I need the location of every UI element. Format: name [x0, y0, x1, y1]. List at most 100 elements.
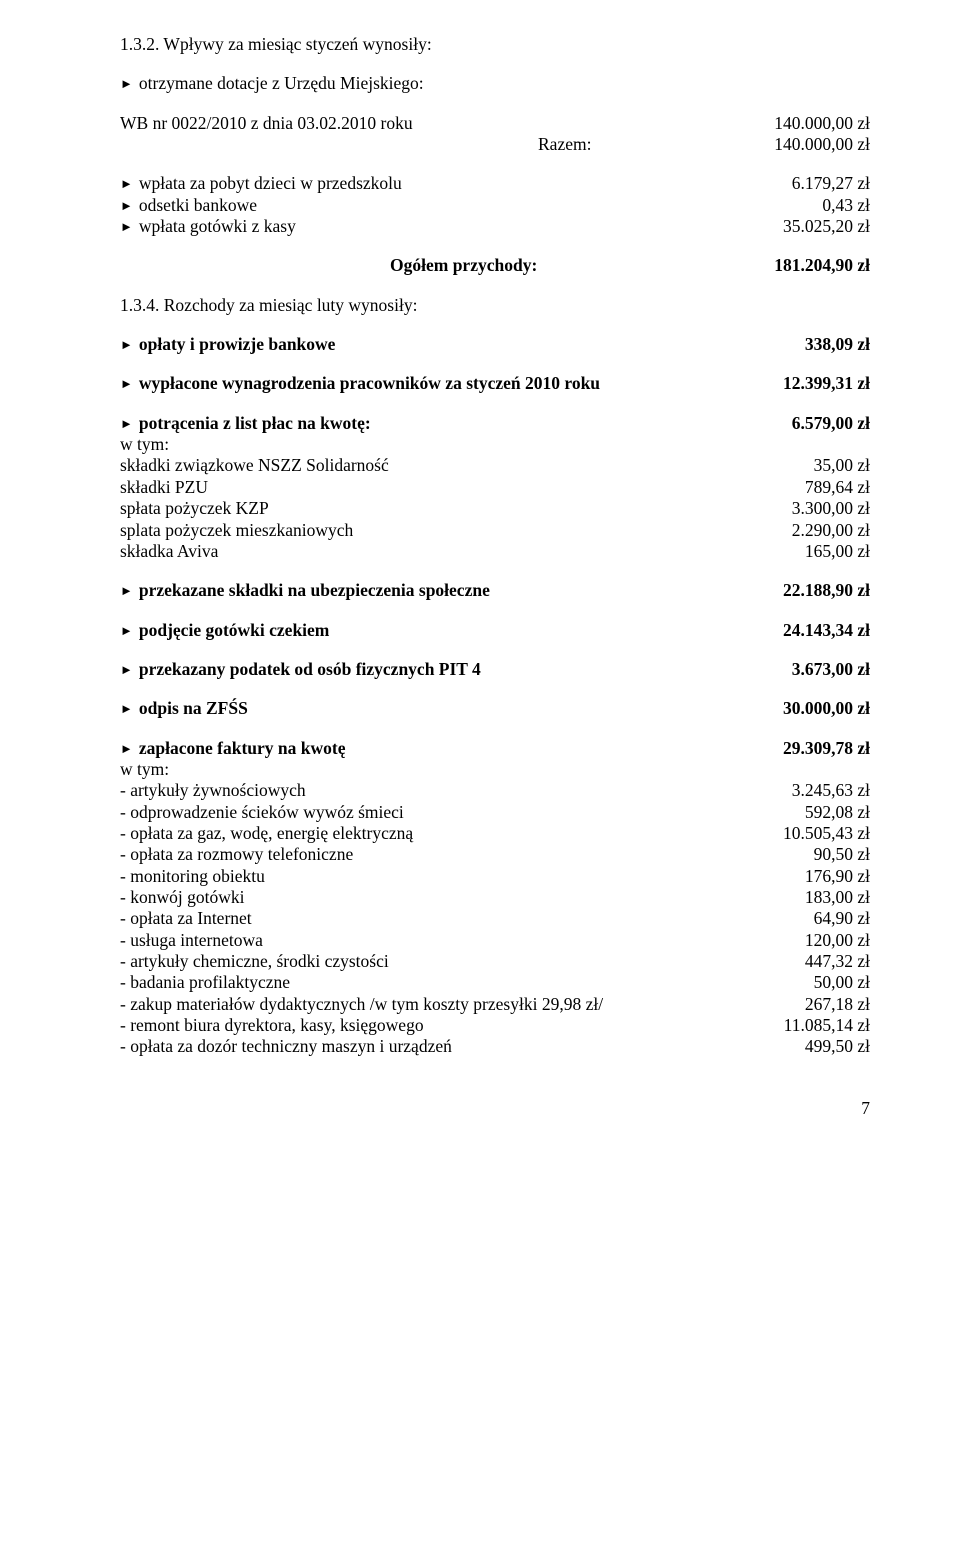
potracenia-item-label: składka Aviva	[120, 541, 750, 562]
faktury-block: zapłacone faktury na kwotę29.309,78 złw …	[120, 738, 870, 1058]
faktury-head-value: 29.309,78 zł	[750, 738, 870, 759]
faktura-item-value: 50,00 zł	[750, 972, 870, 993]
outflow-item-label: wypłacone wynagrodzenia pracowników za s…	[120, 373, 750, 394]
faktura-item-value: 176,90 zł	[750, 866, 870, 887]
dotacje-line: otrzymane dotacje z Urzędu Miejskiego:	[120, 73, 870, 94]
outflow-item-label: przekazane składki na ubezpieczenia społ…	[120, 580, 750, 601]
outflows-more-list: przekazane składki na ubezpieczenia społ…	[120, 580, 870, 737]
faktura-item-value: 90,50 zł	[750, 844, 870, 865]
faktura-item-value: 183,00 zł	[750, 887, 870, 908]
outflow-item-label: przekazany podatek od osób fizycznych PI…	[120, 659, 750, 680]
faktura-item: - opłata za gaz, wodę, energię elektrycz…	[120, 823, 870, 844]
inflow-item: wpłata za pobyt dzieci w przedszkolu6.17…	[120, 173, 870, 194]
potracenia-item-value: 165,00 zł	[750, 541, 870, 562]
faktura-item: - artykuły chemiczne, środki czystości44…	[120, 951, 870, 972]
inflow-item-label: wpłata za pobyt dzieci w przedszkolu	[120, 173, 750, 194]
potracenia-item-label: składki PZU	[120, 477, 750, 498]
faktury-head: zapłacone faktury na kwotę29.309,78 zł	[120, 738, 870, 759]
spacer	[120, 641, 870, 659]
wb-row: WB nr 0022/2010 z dnia 03.02.2010 roku 1…	[120, 113, 870, 134]
potracenia-head: potrącenia z list płac na kwotę:6.579,00…	[120, 413, 870, 434]
outflow-item-label: podjęcie gotówki czekiem	[120, 620, 750, 641]
outflow-item-value: 24.143,34 zł	[750, 620, 870, 641]
outflow-item: przekazane składki na ubezpieczenia społ…	[120, 580, 870, 601]
faktura-item-label: - artykuły chemiczne, środki czystości	[120, 951, 750, 972]
outflow-item-label: opłaty i prowizje bankowe	[120, 334, 750, 355]
outflow-item: przekazany podatek od osób fizycznych PI…	[120, 659, 870, 680]
faktura-item-label: - monitoring obiektu	[120, 866, 750, 887]
page-number: 7	[120, 1098, 870, 1119]
faktura-item-label: - artykuły żywnościowych	[120, 780, 750, 801]
potracenia-item: składka Aviva165,00 zł	[120, 541, 870, 562]
spacer	[120, 680, 870, 698]
faktura-item-value: 447,32 zł	[750, 951, 870, 972]
faktura-item: - usługa internetowa120,00 zł	[120, 930, 870, 951]
inflows-list: wpłata za pobyt dzieci w przedszkolu6.17…	[120, 173, 870, 237]
faktura-item-value: 3.245,63 zł	[750, 780, 870, 801]
faktura-item-value: 120,00 zł	[750, 930, 870, 951]
potracenia-item-value: 3.300,00 zł	[750, 498, 870, 519]
faktura-item-label: - opłata za Internet	[120, 908, 750, 929]
inflow-item-value: 35.025,20 zł	[750, 216, 870, 237]
faktura-item: - opłata za dozór techniczny maszyn i ur…	[120, 1036, 870, 1057]
faktura-item-label: - opłata za rozmowy telefoniczne	[120, 844, 750, 865]
inflow-item-value: 6.179,27 zł	[750, 173, 870, 194]
faktura-item-value: 10.505,43 zł	[750, 823, 870, 844]
outflow-item: podjęcie gotówki czekiem24.143,34 zł	[120, 620, 870, 641]
inflow-item: odsetki bankowe0,43 zł	[120, 195, 870, 216]
ogolem-row: Ogółem przychody: 181.204,90 zł	[120, 255, 870, 276]
outflow-item-value: 338,09 zł	[750, 334, 870, 355]
spacer	[120, 395, 870, 413]
outflow-item-label: odpis na ZFŚS	[120, 698, 750, 719]
outflow-item-value: 12.399,31 zł	[750, 373, 870, 394]
faktura-item: - odprowadzenie ścieków wywóz śmieci592,…	[120, 802, 870, 823]
potracenia-item: składki PZU789,64 zł	[120, 477, 870, 498]
ogolem-value: 181.204,90 zł	[774, 255, 870, 276]
potracenia-item-value: 789,64 zł	[750, 477, 870, 498]
faktura-item: - monitoring obiektu176,90 zł	[120, 866, 870, 887]
wb-left: WB nr 0022/2010 z dnia 03.02.2010 roku	[120, 113, 750, 134]
razem-row: Razem: 140.000,00 zł	[120, 134, 870, 155]
wtym-label: w tym:	[120, 434, 870, 455]
outflow-item-value: 3.673,00 zł	[750, 659, 870, 680]
outflows-main-list: opłaty i prowizje bankowe338,09 złwypłac…	[120, 334, 870, 413]
inflow-item-value: 0,43 zł	[750, 195, 870, 216]
faktura-item-label: - remont biura dyrektora, kasy, księgowe…	[120, 1015, 750, 1036]
section-heading-132: 1.3.2. Wpływy za miesiąc styczeń wynosił…	[120, 34, 870, 55]
faktura-item: - remont biura dyrektora, kasy, księgowe…	[120, 1015, 870, 1036]
spacer	[120, 720, 870, 738]
potracenia-item-value: 35,00 zł	[750, 455, 870, 476]
faktura-item-label: - zakup materiałów dydaktycznych /w tym …	[120, 994, 750, 1015]
faktura-item-label: - opłata za gaz, wodę, energię elektrycz…	[120, 823, 750, 844]
faktura-item: - opłata za Internet64,90 zł	[120, 908, 870, 929]
potracenia-item-label: splata pożyczek mieszkaniowych	[120, 520, 750, 541]
outflow-item: wypłacone wynagrodzenia pracowników za s…	[120, 373, 870, 394]
faktura-item-value: 592,08 zł	[750, 802, 870, 823]
faktura-item-value: 64,90 zł	[750, 908, 870, 929]
wtym-label: w tym:	[120, 759, 870, 780]
section-heading-134: 1.3.4. Rozchody za miesiąc luty wynosiły…	[120, 295, 870, 316]
faktura-item: - artykuły żywnościowych3.245,63 zł	[120, 780, 870, 801]
potracenia-item: splata pożyczek mieszkaniowych2.290,00 z…	[120, 520, 870, 541]
spacer	[120, 602, 870, 620]
spacer	[120, 355, 870, 373]
wb-right: 140.000,00 zł	[750, 113, 870, 134]
outflow-item: opłaty i prowizje bankowe338,09 zł	[120, 334, 870, 355]
faktura-item-value: 267,18 zł	[750, 994, 870, 1015]
inflow-item-label: odsetki bankowe	[120, 195, 750, 216]
potracenia-item-label: składki związkowe NSZZ Solidarność	[120, 455, 750, 476]
faktura-item: - zakup materiałów dydaktycznych /w tym …	[120, 994, 870, 1015]
razem-value: 140.000,00 zł	[774, 134, 870, 155]
potracenia-item: składki związkowe NSZZ Solidarność35,00 …	[120, 455, 870, 476]
faktura-item-label: - odprowadzenie ścieków wywóz śmieci	[120, 802, 750, 823]
potracenia-head-value: 6.579,00 zł	[750, 413, 870, 434]
faktura-item-value: 499,50 zł	[750, 1036, 870, 1057]
ogolem-label: Ogółem przychody:	[390, 255, 537, 276]
potracenia-item-value: 2.290,00 zł	[750, 520, 870, 541]
faktura-item-label: - usługa internetowa	[120, 930, 750, 951]
faktura-item-label: - opłata za dozór techniczny maszyn i ur…	[120, 1036, 750, 1057]
faktura-item-value: 11.085,14 zł	[750, 1015, 870, 1036]
faktury-head-label: zapłacone faktury na kwotę	[120, 738, 750, 759]
faktura-item-label: - badania profilaktyczne	[120, 972, 750, 993]
faktura-item: - opłata za rozmowy telefoniczne90,50 zł	[120, 844, 870, 865]
